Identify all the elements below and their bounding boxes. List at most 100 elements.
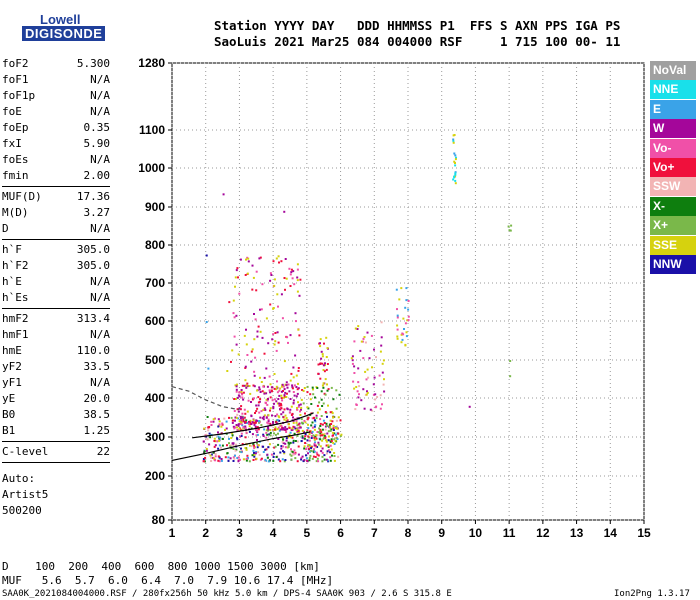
data-point	[274, 445, 277, 448]
data-point	[239, 415, 242, 418]
data-point	[396, 324, 399, 327]
data-point	[315, 414, 318, 417]
data-point	[246, 382, 249, 385]
data-point	[223, 417, 226, 420]
data-point	[251, 433, 254, 436]
data-point	[251, 421, 254, 424]
x-tick-label: 3	[236, 526, 243, 540]
data-point	[454, 162, 456, 164]
data-point	[283, 418, 286, 421]
data-point	[273, 432, 275, 435]
data-point	[282, 411, 285, 414]
data-point	[205, 321, 208, 323]
data-point	[275, 385, 278, 388]
data-point	[207, 429, 210, 432]
data-point	[226, 444, 228, 447]
x-tick-label: 9	[438, 526, 445, 540]
data-point	[300, 418, 303, 421]
data-point	[367, 376, 370, 379]
data-point	[241, 443, 244, 445]
data-point	[269, 383, 272, 386]
data-point	[279, 460, 282, 463]
data-point	[284, 446, 287, 449]
legend-item: NNW	[650, 255, 696, 274]
data-point	[310, 449, 313, 452]
data-point	[282, 390, 284, 392]
param-row: foF2 5.300	[2, 56, 110, 72]
data-point	[323, 454, 326, 457]
param-row: hmF1 N/A	[2, 327, 110, 343]
data-point	[327, 404, 329, 407]
data-point	[285, 396, 288, 398]
data-point	[406, 319, 409, 322]
data-point	[321, 355, 324, 358]
data-point	[300, 408, 302, 411]
data-point	[291, 412, 294, 415]
data-point	[326, 383, 328, 386]
data-point	[231, 432, 234, 435]
data-point	[407, 300, 410, 302]
data-point	[325, 336, 328, 339]
data-point	[509, 360, 512, 362]
y-tick-label: 900	[145, 200, 165, 214]
data-point	[253, 453, 256, 456]
data-point	[217, 455, 220, 458]
data-point	[364, 341, 367, 344]
data-point	[284, 426, 287, 429]
data-point	[407, 308, 410, 311]
data-point	[256, 330, 259, 333]
data-point	[214, 417, 216, 420]
data-point	[284, 288, 286, 291]
data-point	[226, 452, 229, 455]
data-point	[266, 433, 269, 436]
data-point	[295, 386, 298, 388]
data-point	[282, 442, 285, 445]
data-point	[325, 368, 328, 371]
data-point	[250, 350, 253, 353]
data-point	[269, 303, 272, 306]
data-point	[240, 421, 243, 424]
data-point	[332, 416, 334, 419]
data-point	[245, 386, 248, 389]
data-point	[245, 384, 248, 387]
param-name: hmF1	[2, 328, 29, 341]
data-point	[254, 412, 256, 414]
data-point	[311, 430, 314, 433]
data-point	[325, 458, 328, 461]
data-point	[244, 274, 247, 276]
y-tick-label: 800	[145, 238, 165, 252]
data-point	[280, 404, 283, 407]
data-point	[272, 420, 274, 423]
data-point	[210, 456, 213, 459]
data-point	[275, 257, 278, 260]
data-point	[381, 403, 383, 406]
param-value: 5.90	[83, 137, 111, 150]
data-point	[231, 421, 234, 424]
data-point	[273, 343, 276, 346]
data-point	[333, 432, 336, 435]
data-point	[273, 373, 276, 375]
param-value: N/A	[90, 89, 110, 102]
data-point	[241, 424, 244, 427]
data-point	[292, 391, 295, 393]
data-point	[235, 390, 238, 393]
data-point	[260, 381, 263, 383]
data-point	[284, 442, 287, 445]
data-point	[210, 420, 213, 423]
panel-divider	[2, 186, 110, 187]
data-point	[266, 456, 269, 459]
data-point	[267, 418, 270, 421]
data-point	[400, 287, 403, 290]
data-point	[221, 422, 224, 425]
data-point	[221, 437, 224, 440]
data-point	[292, 401, 295, 404]
header-labels: Station YYYY DAY DDD HHMMSS P1 FFS S AXN…	[214, 18, 621, 33]
data-point	[277, 438, 280, 440]
data-point	[306, 385, 309, 388]
data-point	[330, 428, 333, 431]
legend-item: W	[650, 119, 696, 139]
data-point	[259, 308, 261, 311]
data-point	[208, 452, 210, 455]
data-point	[338, 393, 341, 396]
data-point	[323, 435, 326, 437]
